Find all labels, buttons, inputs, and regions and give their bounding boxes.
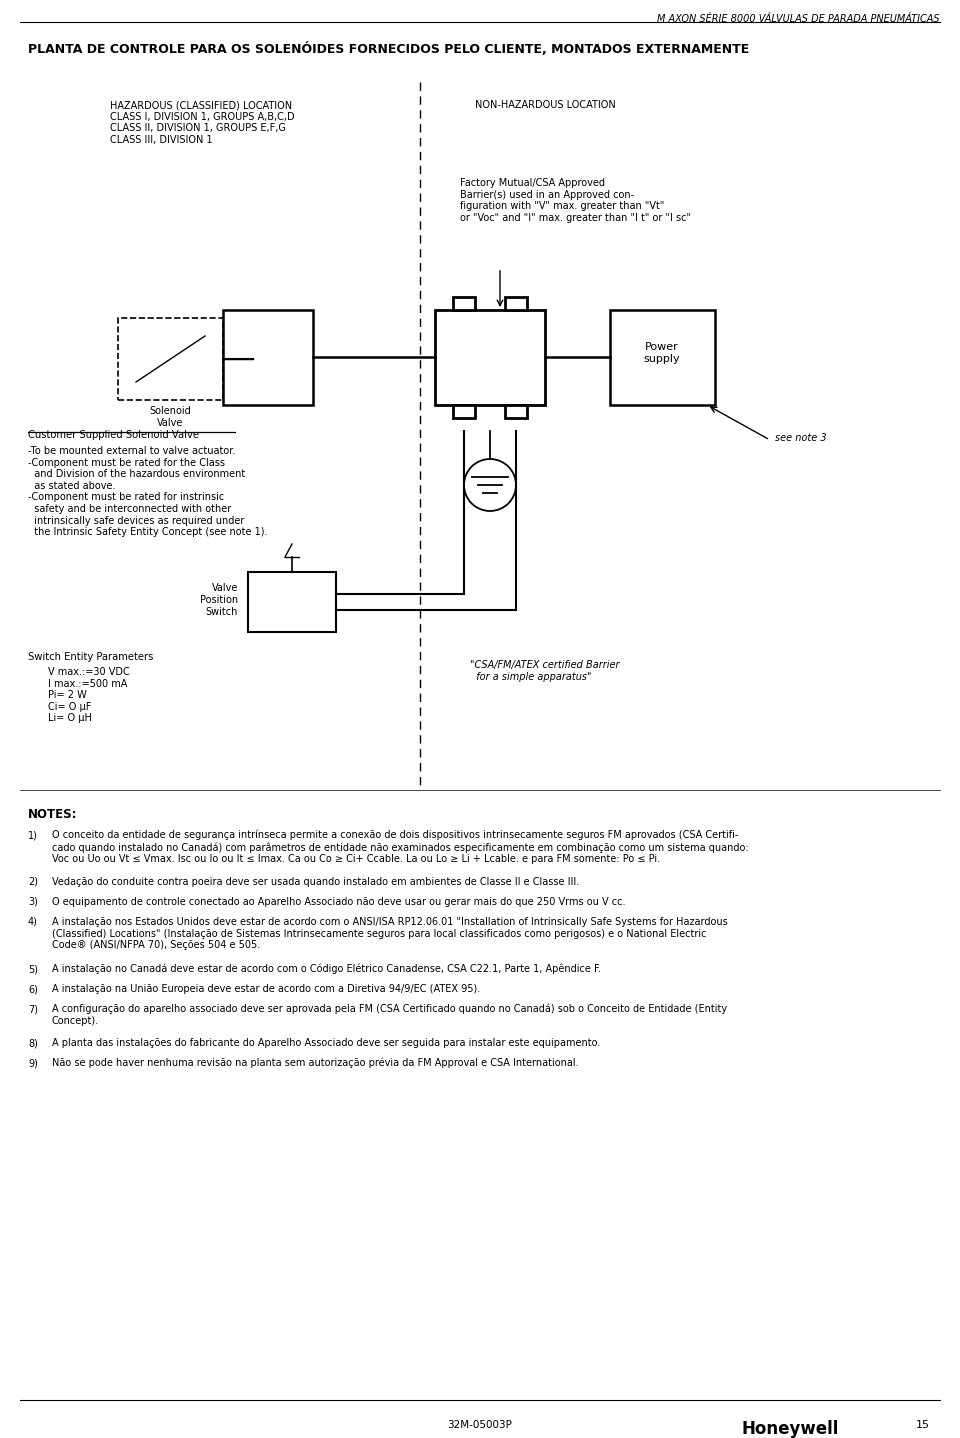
Text: 1): 1) (28, 830, 37, 840)
Text: PLANTA DE CONTROLE PARA OS SOLENÓIDES FORNECIDOS PELO CLIENTE, MONTADOS EXTERNAM: PLANTA DE CONTROLE PARA OS SOLENÓIDES FO… (28, 42, 749, 56)
Text: V max.:=30 VDC
I max.:=500 mA
Pi= 2 W
Ci= O µF
Li= O µH: V max.:=30 VDC I max.:=500 mA Pi= 2 W Ci… (48, 667, 130, 723)
Text: 8): 8) (28, 1038, 37, 1048)
Text: 7): 7) (28, 1004, 38, 1014)
Text: 15: 15 (916, 1419, 930, 1429)
Text: "CSA/FM/ATEX certified Barrier
  for a simple apparatus": "CSA/FM/ATEX certified Barrier for a sim… (470, 660, 619, 682)
Text: Power
supply: Power supply (644, 342, 681, 364)
Text: -To be mounted external to valve actuator.
-Component must be rated for the Clas: -To be mounted external to valve actuato… (28, 446, 268, 538)
Text: Switch Entity Parameters: Switch Entity Parameters (28, 651, 154, 661)
Text: 4): 4) (28, 917, 37, 928)
Text: A instalação na União Europeia deve estar de acordo com a Diretiva 94/9/EC (ATEX: A instalação na União Europeia deve esta… (52, 984, 480, 994)
Bar (435, 311, 545, 406)
Text: Não se pode haver nenhuma revisão na planta sem autorização prévia da FM Approva: Não se pode haver nenhuma revisão na pla… (52, 1058, 579, 1068)
Text: A planta das instalações do fabricante do Aparelho Associado deve ser seguida pa: A planta das instalações do fabricante d… (52, 1038, 600, 1048)
Text: NON-HAZARDOUS LOCATION: NON-HAZARDOUS LOCATION (475, 101, 615, 109)
Text: A instalação nos Estados Unidos deve estar de acordo com o ANSI/ISA RP12.06.01 ": A instalação nos Estados Unidos deve est… (52, 917, 728, 951)
Text: Solenoid
Valve: Solenoid Valve (149, 406, 191, 427)
Text: 32M-05003P: 32M-05003P (447, 1419, 513, 1429)
Text: 6): 6) (28, 984, 37, 994)
Text: Valve
Position
Switch: Valve Position Switch (200, 584, 238, 617)
Bar (223, 311, 313, 406)
Text: 2): 2) (28, 877, 38, 887)
Bar (118, 318, 223, 400)
Text: 9): 9) (28, 1058, 37, 1068)
Bar (505, 298, 527, 311)
Text: A configuração do aparelho associado deve ser aprovada pela FM (CSA Certificado : A configuração do aparelho associado dev… (52, 1004, 727, 1027)
Text: Customer Supplied Solenoid Valve: Customer Supplied Solenoid Valve (28, 430, 199, 440)
Text: Vedação do conduite contra poeira deve ser usada quando instalado em ambientes d: Vedação do conduite contra poeira deve s… (52, 877, 579, 887)
Bar (453, 406, 475, 418)
Bar (248, 572, 336, 631)
Text: Factory Mutual/CSA Approved
Barrier(s) used in an Approved con-
figuration with : Factory Mutual/CSA Approved Barrier(s) u… (460, 178, 691, 223)
Text: Honeywell: Honeywell (741, 1419, 839, 1438)
Bar (505, 406, 527, 418)
Text: HAZARDOUS (CLASSIFIED) LOCATION
CLASS I, DIVISION 1, GROUPS A,B,C,D
CLASS II, DI: HAZARDOUS (CLASSIFIED) LOCATION CLASS I,… (110, 101, 295, 145)
Text: NOTES:: NOTES: (28, 808, 78, 821)
Text: see note 3: see note 3 (775, 433, 827, 443)
Bar (610, 311, 715, 406)
Bar (453, 298, 475, 311)
Text: O conceito da entidade de segurança intrínseca permite a conexão de dois disposi: O conceito da entidade de segurança intr… (52, 830, 749, 864)
Text: O equipamento de controle conectado ao Aparelho Associado não deve usar ou gerar: O equipamento de controle conectado ao A… (52, 897, 626, 907)
Text: 5): 5) (28, 963, 38, 974)
Text: A instalação no Canadá deve estar de acordo com o Código Elétrico Canadense, CSA: A instalação no Canadá deve estar de aco… (52, 963, 601, 975)
Text: M AXON SÉRIE 8000 VÁLVULAS DE PARADA PNEUMÁTICAS: M AXON SÉRIE 8000 VÁLVULAS DE PARADA PNE… (658, 14, 940, 24)
Text: 3): 3) (28, 897, 37, 907)
